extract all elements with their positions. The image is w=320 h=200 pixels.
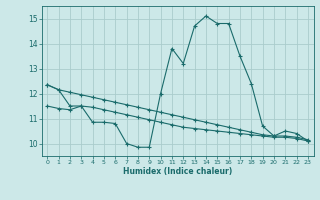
X-axis label: Humidex (Indice chaleur): Humidex (Indice chaleur): [123, 167, 232, 176]
